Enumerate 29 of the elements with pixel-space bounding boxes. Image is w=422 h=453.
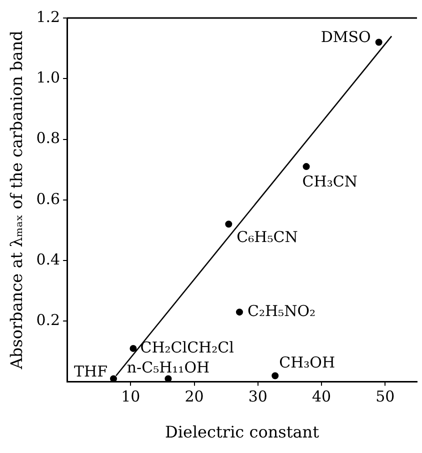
point [164, 375, 172, 382]
x-axis-title: Dielectric constant [165, 422, 320, 442]
annotation: CH₂ClCH₂Cl [140, 338, 234, 356]
point [225, 220, 232, 228]
point [110, 375, 117, 382]
annotation: n-C₅H₁₁OH [126, 358, 210, 377]
x-tick-label: 30 [248, 388, 268, 406]
x-tick-label: 50 [376, 388, 395, 406]
annotation: C₆H₅CN [236, 228, 298, 246]
y-tick-label: 0.4 [36, 250, 60, 268]
x-tick-label: 40 [312, 388, 332, 406]
point [130, 344, 137, 352]
annotation: CH₃CN [302, 172, 358, 190]
y-tick-label: 0.2 [36, 311, 60, 330]
point [375, 38, 382, 46]
y-tick-label: 0.6 [36, 190, 60, 208]
y-tick-label: 1.0 [36, 68, 60, 87]
annotation: THF [74, 362, 108, 381]
x-tick-label: 10 [121, 388, 140, 406]
annotation: DMSO [320, 28, 371, 46]
x-tick-label: 20 [184, 388, 204, 406]
point [272, 372, 279, 380]
annotation: C₂H₅NO₂ [247, 302, 316, 320]
y-axis-title: Absorbance at λₘₐₓ of the carbanion band [6, 30, 26, 370]
point [302, 163, 310, 170]
point [236, 308, 243, 316]
y-tick-label: 0.8 [36, 129, 60, 148]
y-tick-label: 1.2 [36, 8, 60, 26]
annotation: CH₃OH [279, 354, 336, 372]
